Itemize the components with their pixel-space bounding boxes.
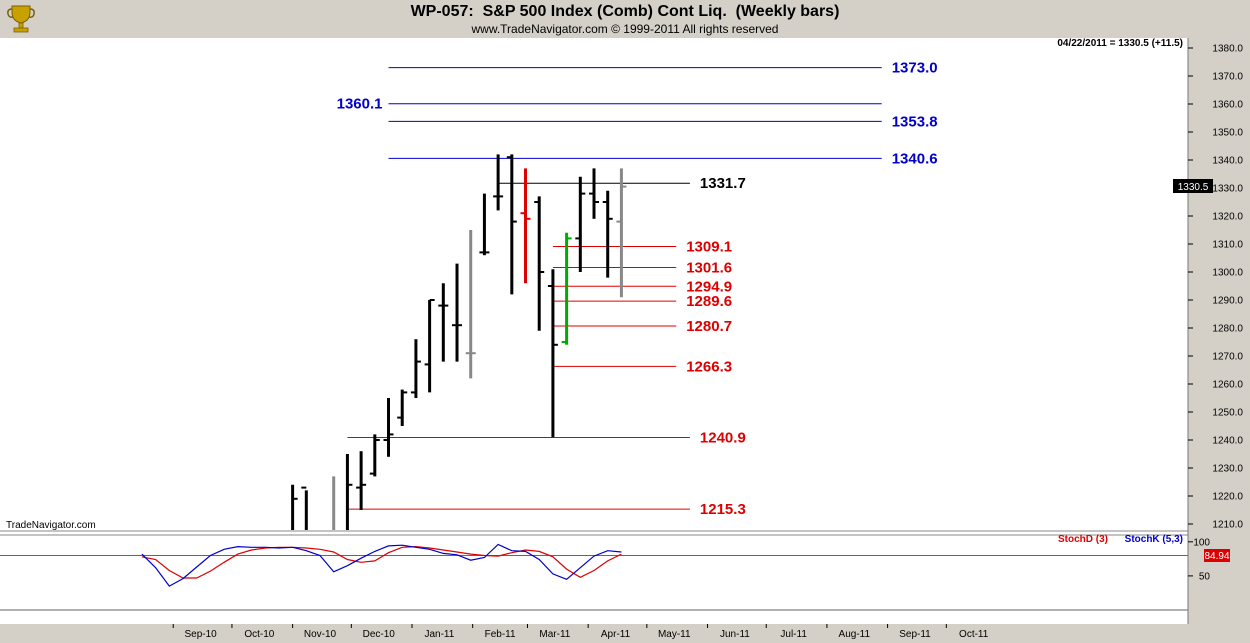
- y-tick-label: 1330.0: [1212, 184, 1243, 195]
- level-label: 1309.1: [686, 239, 732, 256]
- y-tick-label: 1270.0: [1212, 352, 1243, 363]
- price-chart: 04/22/2011 = 1330.5 (+11.5) TradeNavigat…: [0, 38, 1250, 643]
- x-tick-label: Sep-11: [899, 629, 931, 640]
- x-tick-label: Dec-10: [363, 629, 396, 640]
- x-tick-label: Oct-10: [244, 629, 274, 640]
- level-label: 1373.0: [892, 60, 938, 77]
- y-tick-label: 1370.0: [1212, 72, 1243, 83]
- x-tick-label: Jan-11: [424, 629, 454, 640]
- x-tick-label: Mar-11: [539, 629, 570, 640]
- ohlc-bar: [493, 154, 504, 211]
- y-tick-label: 1380.0: [1212, 44, 1243, 55]
- last-bar-label: 04/22/2011 = 1330.5 (+11.5): [1057, 38, 1183, 49]
- ohlc-bar: [438, 283, 449, 362]
- x-tick-label: Oct-11: [959, 629, 989, 640]
- y-tick-label: 1230.0: [1212, 464, 1243, 475]
- ohlc-bar: [589, 168, 600, 219]
- ohlc-bar: [561, 232, 572, 345]
- y-tick-label: 1240.0: [1212, 436, 1243, 447]
- y-tick-label: 1310.0: [1212, 240, 1243, 251]
- ohlc-bar: [452, 263, 463, 362]
- stochk-legend: StochK (5,3): [1125, 534, 1183, 545]
- x-tick-label: Jul-11: [780, 629, 807, 640]
- watermark: TradeNavigator.com: [6, 520, 96, 531]
- stoch-y-tick-label: 100: [1193, 537, 1210, 548]
- chart-subtitle: www.TradeNavigator.com © 1999-2011 All r…: [471, 22, 779, 36]
- y-tick-label: 1210.0: [1212, 520, 1243, 531]
- level-label: 1353.8: [892, 113, 938, 130]
- stoch-value-box: [1204, 549, 1230, 562]
- level-label: 1215.3: [700, 501, 746, 518]
- ohlc-bar: [616, 168, 627, 298]
- x-tick-label: May-11: [658, 629, 691, 640]
- y-tick-label: 1320.0: [1212, 212, 1243, 223]
- ohlc-bar: [397, 389, 408, 426]
- x-tick-label: Jun-11: [720, 629, 750, 640]
- stochd-line: [141, 545, 622, 579]
- level-label: 1340.6: [892, 150, 938, 167]
- y-tick-label: 1260.0: [1212, 380, 1243, 391]
- stochd-legend: StochD (3): [1058, 534, 1108, 545]
- ohlc-bar: [520, 168, 531, 284]
- level-label: 1280.7: [686, 318, 732, 335]
- price-marker: 1330.5: [1178, 182, 1209, 193]
- ohlc-bar: [506, 154, 517, 295]
- y-tick-label: 1340.0: [1212, 156, 1243, 167]
- y-axis-panel: [1188, 38, 1250, 643]
- ohlc-bar: [369, 434, 380, 477]
- ohlc-bar: [465, 230, 476, 379]
- chart-title: WP-057: S&P 500 Index (Comb) Cont Liq. (…: [410, 3, 840, 20]
- ohlc-bar: [479, 193, 490, 256]
- x-tick-label: Feb-11: [485, 629, 516, 640]
- x-tick-label: Sep-10: [185, 629, 218, 640]
- ohlc-bar: [383, 398, 394, 457]
- level-label: 1240.9: [700, 429, 746, 446]
- stoch-value-marker: 84.94: [1204, 551, 1229, 562]
- y-tick-label: 1300.0: [1212, 268, 1243, 279]
- ohlc-bar: [575, 176, 586, 272]
- x-tick-label: Apr-11: [601, 629, 631, 640]
- ohlc-bar: [301, 486, 308, 530]
- ohlc-bar: [602, 190, 613, 278]
- level-label: 1266.3: [686, 358, 732, 375]
- ohlc-bar: [410, 339, 421, 398]
- level-label: 1301.6: [686, 260, 732, 277]
- stochk-line: [141, 543, 622, 587]
- stoch-y-tick-label: 50: [1199, 571, 1211, 582]
- x-axis-panel: [0, 624, 1250, 643]
- ohlc-bar: [547, 269, 558, 438]
- ohlc-bar: [332, 476, 336, 530]
- x-tick-label: Aug-11: [839, 629, 871, 640]
- y-tick-label: 1280.0: [1212, 324, 1243, 335]
- y-tick-label: 1250.0: [1212, 408, 1243, 419]
- price-marker-box: [1173, 179, 1213, 193]
- ohlc-bar: [356, 451, 367, 510]
- y-tick-label: 1360.0: [1212, 100, 1243, 111]
- ohlc-bar: [534, 196, 545, 331]
- level-label: 1331.7: [700, 175, 746, 192]
- level-label: 1289.6: [686, 293, 732, 310]
- y-tick-label: 1350.0: [1212, 128, 1243, 139]
- level-label: 1360.1: [337, 96, 383, 113]
- ohlc-bar: [345, 454, 353, 530]
- level-label: 1294.9: [686, 278, 732, 295]
- trophy-logo-icon: [7, 5, 35, 33]
- ohlc-bar: [424, 299, 435, 393]
- x-tick-label: Nov-10: [304, 629, 337, 640]
- ohlc-bar: [291, 484, 298, 530]
- y-tick-label: 1290.0: [1212, 296, 1243, 307]
- y-tick-label: 1220.0: [1212, 492, 1243, 503]
- chart-header: [0, 0, 1250, 38]
